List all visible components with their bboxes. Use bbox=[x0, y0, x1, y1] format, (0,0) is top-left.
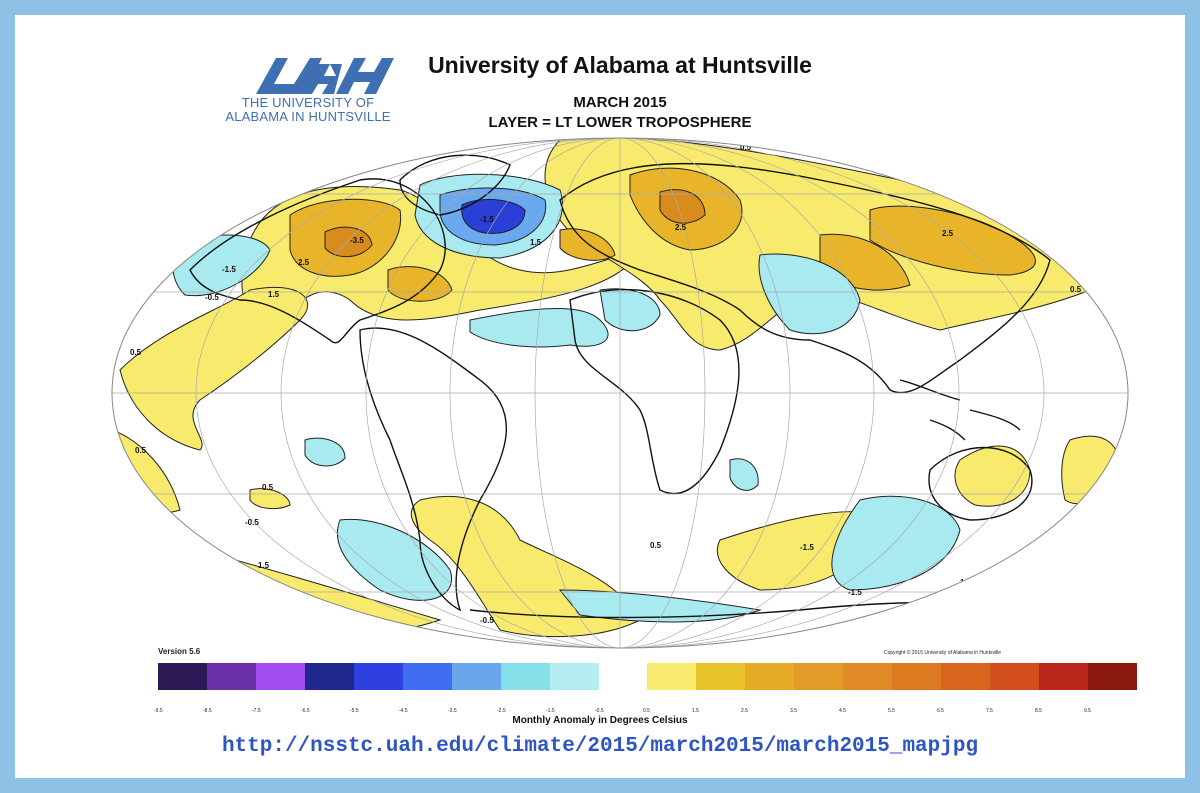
contour-label: -0.5 bbox=[480, 616, 494, 625]
contour-label: 0.5 bbox=[200, 236, 212, 245]
logo-line-1: THE UNIVERSITY OF bbox=[241, 95, 375, 110]
warm-region-pacific bbox=[119, 286, 309, 451]
subtitle-layer: LAYER = LT LOWER TROPOSPHERE bbox=[488, 114, 752, 131]
legend-tick-label: 4.5 bbox=[839, 708, 846, 714]
warm-mid-asia bbox=[869, 205, 1036, 276]
legend-swatch-warm bbox=[794, 663, 843, 690]
continent-australia bbox=[928, 446, 1033, 521]
legend-swatch-cool bbox=[305, 663, 354, 690]
logo-line-2: ALABAMA IN HUNTSVILLE bbox=[225, 109, 391, 124]
legend-swatch-warm bbox=[696, 663, 745, 690]
legend-tick-label: -5.5 bbox=[350, 708, 359, 714]
legend-swatch-warm bbox=[990, 663, 1039, 690]
uah-logo bbox=[256, 58, 394, 94]
legend-tick-label: 0.5 bbox=[643, 708, 650, 714]
legend-swatch-cool bbox=[207, 663, 256, 690]
legend-tick-label: -2.5 bbox=[497, 708, 506, 714]
contour-label: 2.5 bbox=[942, 229, 954, 238]
legend-swatch-warm bbox=[843, 663, 892, 690]
islands-southeast-asia bbox=[899, 379, 1021, 441]
cool-region-south-africa bbox=[729, 458, 759, 491]
legend-tick-label: 3.5 bbox=[790, 708, 797, 714]
cool-region-pacific-small bbox=[304, 437, 346, 467]
contour-label: 1.5 bbox=[530, 238, 542, 247]
cool-region-arabia bbox=[758, 253, 861, 335]
legend-tick-label: -3.5 bbox=[448, 708, 457, 714]
cool-region-indian-ocean bbox=[831, 495, 961, 591]
contour-label: 0.5 bbox=[130, 348, 142, 357]
contour-label: 0.5 bbox=[650, 541, 662, 550]
legend-swatch-cool bbox=[158, 663, 207, 690]
contour-label: 0.5 bbox=[1070, 285, 1082, 294]
contour-label: -1.5 bbox=[800, 543, 814, 552]
legend-tick-label: -4.5 bbox=[399, 708, 408, 714]
legend-tick-label: -6.5 bbox=[301, 708, 310, 714]
contour-label: 0.5 bbox=[135, 446, 147, 455]
legend-swatch-cool bbox=[354, 663, 403, 690]
legend-tick-label: 5.5 bbox=[888, 708, 895, 714]
legend-swatch-cool bbox=[550, 663, 599, 690]
legend-tick-label: 8.5 bbox=[1035, 708, 1042, 714]
contour-label: -1.5 bbox=[848, 588, 862, 597]
logo-wordmark: THE UNIVERSITY OF ALABAMA IN HUNTSVILLE bbox=[218, 96, 398, 124]
cool-region-south-pacific bbox=[336, 518, 453, 601]
legend-swatch-cool bbox=[403, 663, 452, 690]
legend-tick-label: -7.5 bbox=[252, 708, 261, 714]
version-label: Version 5.6 bbox=[158, 647, 201, 656]
continent-africa bbox=[569, 288, 740, 495]
legend-swatch-warm bbox=[892, 663, 941, 690]
legend-swatch-cool bbox=[452, 663, 501, 690]
contour-label: -0.5 bbox=[205, 293, 219, 302]
legend-swatch-warm bbox=[1039, 663, 1088, 690]
legend-title: Monthly Anomaly in Degrees Celsius bbox=[512, 715, 688, 726]
contour-label: 2.5 bbox=[298, 258, 310, 267]
subtitle-month: MARCH 2015 bbox=[573, 94, 667, 111]
continent-south-america bbox=[359, 327, 508, 612]
contour-label: -1.5 bbox=[222, 265, 236, 274]
contour-label: 0.5 bbox=[262, 483, 274, 492]
cool-region-atlantic bbox=[469, 307, 609, 348]
warm-dark-europe bbox=[659, 189, 706, 224]
legend-swatch-warm bbox=[745, 663, 794, 690]
legend-colorbar bbox=[158, 663, 1137, 690]
legend-tick-label: 6.5 bbox=[937, 708, 944, 714]
warm-region-east-pacific bbox=[1061, 435, 1121, 505]
globe-outline bbox=[111, 137, 1129, 649]
legend-tick-label: -1.5 bbox=[546, 708, 555, 714]
map-subtitle: MARCH 2015 LAYER = LT LOWER TROPOSPHERE bbox=[400, 93, 840, 133]
contour-label: -3.5 bbox=[350, 236, 364, 245]
contour-label: 1.5 bbox=[258, 561, 270, 570]
cool-region-southern-band bbox=[558, 589, 762, 623]
continent-greenland bbox=[399, 154, 511, 216]
warm-dark-north-america bbox=[324, 226, 373, 258]
legend-tick-label: 1.5 bbox=[692, 708, 699, 714]
legend-tick-label: -9.5 bbox=[154, 708, 163, 714]
continent-eurasia bbox=[559, 162, 1051, 394]
legend-tick-label: -8.5 bbox=[203, 708, 212, 714]
legend-swatch-warm bbox=[1088, 663, 1137, 690]
legend-swatch-warm bbox=[647, 663, 696, 690]
legend-tick-label: 9.5 bbox=[1084, 708, 1091, 714]
legend-tick-label: 2.5 bbox=[741, 708, 748, 714]
source-url[interactable]: http://nsstc.uah.edu/climate/2015/march2… bbox=[221, 735, 979, 758]
page-title: University of Alabama at Huntsville bbox=[428, 52, 812, 78]
contour-label: 1.5 bbox=[268, 290, 280, 299]
legend-swatch-cool bbox=[501, 663, 550, 690]
copyright-label: Copyright © 2015 University of Alabama i… bbox=[884, 650, 1002, 656]
contour-label: -1.5 bbox=[480, 215, 494, 224]
contour-label: 2.5 bbox=[675, 223, 687, 232]
legend-ticks: -9.5 -8.5 -7.5 -6.5 -5.5 -4.5 -3.5 -2.5 -1.5 -0.5… bbox=[154, 708, 1091, 714]
legend-swatch-cool bbox=[256, 663, 305, 690]
legend-swatch-warm bbox=[941, 663, 990, 690]
contour-label: 0.5 bbox=[740, 143, 752, 152]
legend-tick-label: 7.5 bbox=[986, 708, 993, 714]
contour-label: -0.5 bbox=[245, 518, 259, 527]
continent-north-america bbox=[189, 178, 446, 344]
legend-tick-label: -0.5 bbox=[595, 708, 604, 714]
cool-dark-greenland bbox=[461, 198, 526, 234]
